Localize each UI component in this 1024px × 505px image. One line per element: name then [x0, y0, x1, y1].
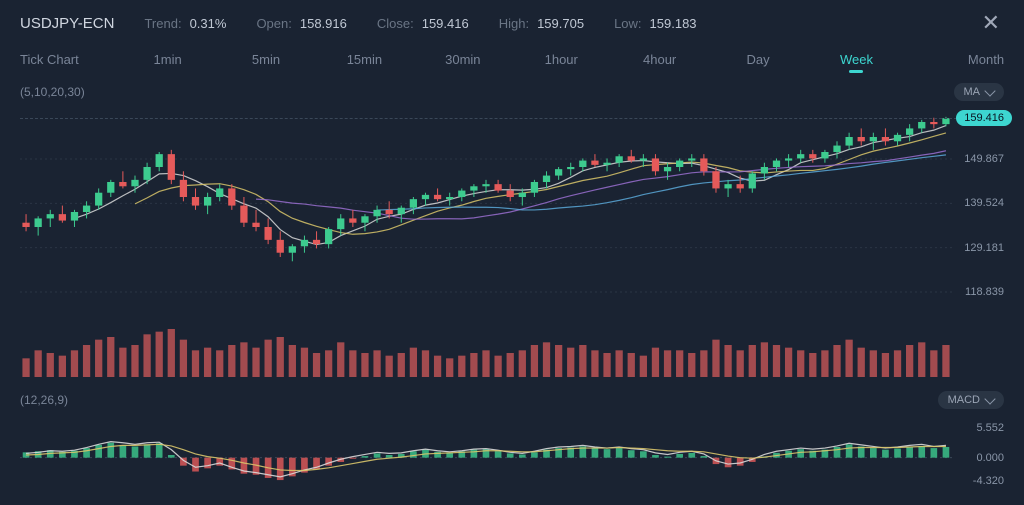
trend-label: Trend:: [144, 16, 181, 31]
indicator-selector-macd[interactable]: MACD: [938, 391, 1004, 409]
trend-value: 0.31%: [190, 16, 227, 31]
price-axis-label: 129.181: [964, 242, 1004, 254]
low-label: Low:: [614, 16, 641, 31]
current-price-line: [20, 118, 1012, 119]
high-label: High:: [499, 16, 529, 31]
stat-high: High: 159.705: [499, 16, 584, 31]
macd-axis-label: -4.320: [973, 475, 1004, 487]
stat-trend: Trend: 0.31%: [144, 16, 226, 31]
timeframe-tabs: Tick Chart1min5min15min30min1hour4hourDa…: [0, 44, 1024, 81]
macd-params: (12,26,9): [20, 393, 68, 407]
price-axis-label: 139.524: [964, 197, 1004, 209]
main-indicator-row: (5,10,20,30) MA: [0, 81, 1024, 107]
macd-axis-label: 0.000: [976, 452, 1004, 464]
symbol-name: USDJPY-ECN: [20, 15, 114, 32]
price-chart-svg: [20, 107, 952, 377]
price-y-axis: 118.839 129.181 139.524 149.867: [954, 107, 1004, 377]
indicator-selector-macd-label: MACD: [948, 394, 980, 406]
timeframe-tab[interactable]: Month: [906, 48, 1004, 71]
stat-low: Low: 159.183: [614, 16, 696, 31]
price-chart-area[interactable]: 118.839129.181139.524149.867 159.416: [20, 107, 952, 377]
timeframe-tab[interactable]: 30min: [414, 48, 512, 71]
low-value: 159.183: [650, 16, 697, 31]
macd-y-axis: 5.552 0.000 -4.320: [954, 415, 1004, 495]
macd-chart-area[interactable]: 5.5520.000-4.320: [20, 415, 952, 495]
timeframe-tab[interactable]: Tick Chart: [20, 48, 118, 71]
ma-params: (5,10,20,30): [20, 85, 85, 99]
open-value: 158.916: [300, 16, 347, 31]
sub-indicator-row: (12,26,9) MACD: [0, 389, 1024, 415]
open-label: Open:: [256, 16, 291, 31]
close-icon[interactable]: ✕: [978, 10, 1004, 36]
timeframe-tab[interactable]: Week: [807, 48, 905, 71]
header-bar: USDJPY-ECN Trend: 0.31% Open: 158.916 Cl…: [0, 0, 1024, 44]
stat-open: Open: 158.916: [256, 16, 346, 31]
timeframe-tab[interactable]: 1min: [118, 48, 216, 71]
close-value: 159.416: [422, 16, 469, 31]
timeframe-tab[interactable]: Day: [709, 48, 807, 71]
timeframe-tab[interactable]: 4hour: [610, 48, 708, 71]
chevron-down-icon: [984, 393, 995, 404]
price-axis-label: 118.839: [965, 286, 1004, 298]
high-value: 159.705: [537, 16, 584, 31]
macd-chart-svg: [20, 415, 952, 495]
macd-axis-label: 5.552: [976, 422, 1004, 434]
price-axis-label: 149.867: [964, 153, 1004, 165]
chevron-down-icon: [984, 85, 995, 96]
indicator-selector-ma-label: MA: [964, 86, 981, 98]
indicator-selector-ma[interactable]: MA: [954, 83, 1005, 101]
timeframe-tab[interactable]: 15min: [315, 48, 413, 71]
timeframe-tab[interactable]: 5min: [217, 48, 315, 71]
timeframe-tab[interactable]: 1hour: [512, 48, 610, 71]
stat-close: Close: 159.416: [377, 16, 469, 31]
close-label: Close:: [377, 16, 414, 31]
current-price-badge: 159.416: [956, 110, 1012, 126]
